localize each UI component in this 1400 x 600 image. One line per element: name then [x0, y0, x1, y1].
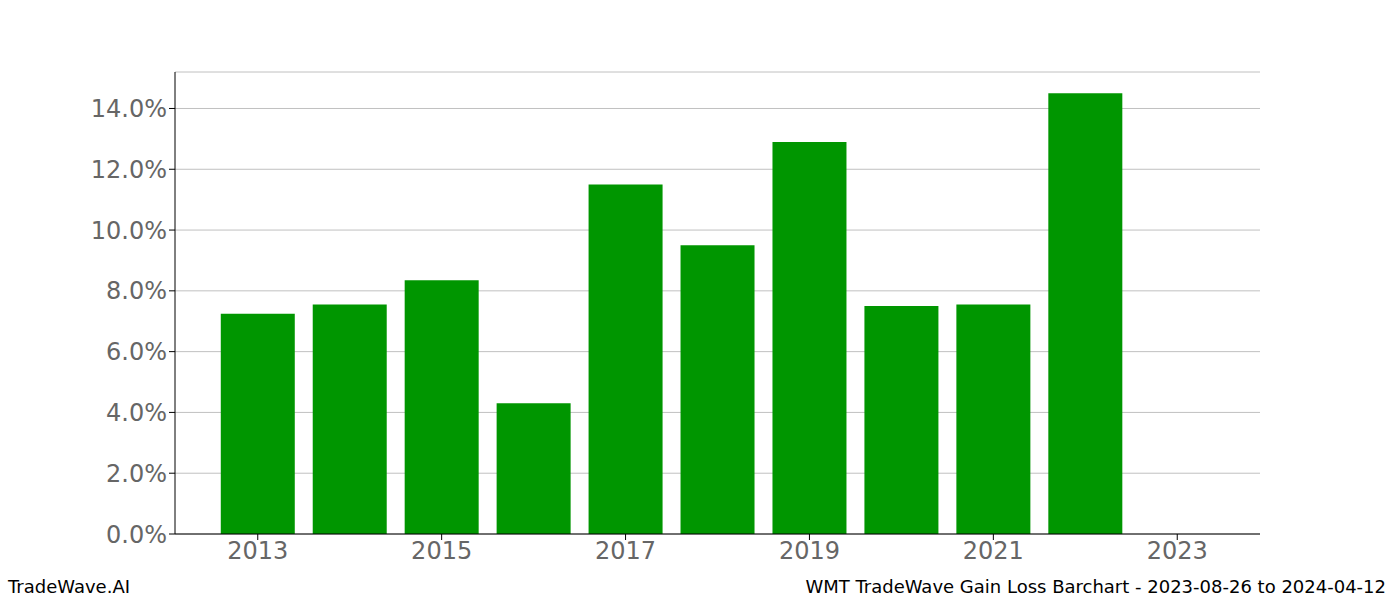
svg-text:10.0%: 10.0% [91, 217, 167, 245]
html-text:TradeWave.AI: TradeWave.AI [8, 576, 130, 597]
svg-text:2013: 2013 [227, 537, 288, 565]
svg-text:4.0%: 4.0% [106, 399, 167, 427]
svg-text:0.0%: 0.0% [106, 521, 167, 549]
svg-text:2023: 2023 [1147, 537, 1208, 565]
svg-text:6.0%: 6.0% [106, 338, 167, 366]
svg-text:12.0%: 12.0% [91, 156, 167, 184]
svg-text:2.0%: 2.0% [106, 460, 167, 488]
svg-text:8.0%: 8.0% [106, 277, 167, 305]
svg-text:2019: 2019 [779, 537, 840, 565]
html-text:WMT TradeWave Gain Loss Barcha: WMT TradeWave Gain Loss Barchart - 2023-… [805, 576, 1386, 597]
svg-text:2021: 2021 [963, 537, 1024, 565]
svg-text:14.0%: 14.0% [91, 95, 167, 123]
svg-text:2017: 2017 [595, 537, 656, 565]
svg-text:2015: 2015 [411, 537, 472, 565]
